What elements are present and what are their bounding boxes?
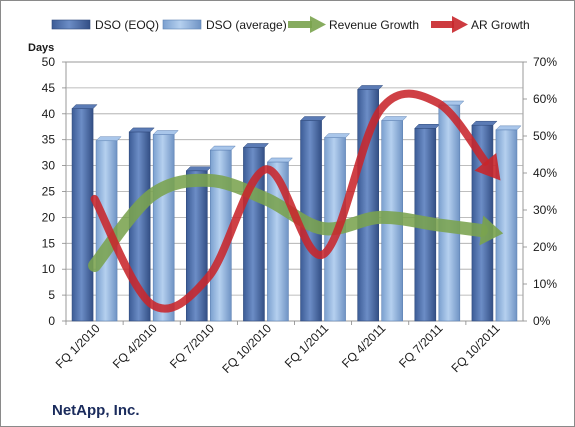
y-tick-label: 40 <box>42 107 56 121</box>
bar-top-dso-eoq <box>128 127 155 133</box>
bar-top-dso-eoq <box>414 124 441 129</box>
y2-tick-label: 20% <box>533 240 557 254</box>
x-tick-label: FQ 7/2011 <box>396 321 446 371</box>
y-tick-label: 50 <box>42 55 56 69</box>
y2-tick-label: 60% <box>533 92 557 106</box>
x-tick-label: FQ 10/2011 <box>448 321 502 375</box>
y2-axis-ticks: 0% 10% 20% 30% 40% 50% 60% 70% <box>523 55 557 328</box>
x-tick-label: FQ 1/2010 <box>53 321 103 371</box>
bar-top-dso-average <box>209 145 236 151</box>
bar-top-dso-eoq <box>357 85 384 90</box>
bar-top-dso-eoq <box>242 143 270 148</box>
bar-top-dso-average <box>266 157 294 163</box>
bar-dso-average <box>438 104 461 322</box>
x-tick-label: FQ 7/2010 <box>167 321 217 371</box>
y-axis-title: Days <box>28 42 54 54</box>
y2-tick-label: 0% <box>533 314 551 328</box>
legend-label-ar-growth: AR Growth <box>471 18 530 32</box>
y-tick-label: 20 <box>42 210 56 224</box>
y-tick-label: 45 <box>42 81 56 95</box>
x-tick-label: FQ 1/2011 <box>282 321 332 371</box>
legend-swatch-dso-average <box>162 19 202 30</box>
bar-top-dso-average <box>95 136 122 141</box>
bar-top-dso-average <box>495 125 522 131</box>
x-tick-label: FQ 4/2010 <box>110 321 160 371</box>
legend-label-revenue-growth: Revenue Growth <box>329 18 419 32</box>
y2-tick-label: 70% <box>533 55 557 69</box>
growth-arrows <box>88 89 504 313</box>
y-tick-label: 0 <box>48 314 55 328</box>
bar-top-dso-eoq <box>299 116 327 121</box>
arrow-head-revenue-growth <box>479 215 504 246</box>
legend-label-dso-eoq: DSO (EOQ) <box>95 18 159 32</box>
y-tick-label: 30 <box>42 159 56 173</box>
bar-dso-eoq <box>71 108 94 322</box>
arrow-line-revenue-growth <box>88 173 488 272</box>
arrow-line-ar-growth <box>90 89 490 313</box>
bar-top-dso-average <box>381 116 408 121</box>
legend-label-dso-average: DSO (average) <box>206 18 287 32</box>
arrow-head-ar-growth <box>474 152 501 181</box>
y-tick-label: 35 <box>42 133 56 147</box>
legend-arrow-revenue-growth <box>288 16 326 33</box>
y2-tick-label: 40% <box>533 166 557 180</box>
bar-top-dso-average <box>152 130 179 135</box>
bar-top-dso-average <box>323 133 351 138</box>
bar-top-dso-eoq <box>71 104 98 109</box>
bar-dso-average <box>495 129 518 322</box>
bar-top-dso-eoq <box>185 166 212 172</box>
x-tick-label: FQ 10/2010 <box>219 321 274 376</box>
legend: DSO (EOQ) DSO (average) Revenue Growth A… <box>51 16 530 33</box>
y-tick-label: 15 <box>42 236 56 250</box>
chart-caption: NetApp, Inc. <box>52 402 140 419</box>
y-tick-label: 25 <box>42 185 56 199</box>
bar-top-dso-eoq <box>471 120 498 126</box>
x-tick-label: FQ 4/2011 <box>339 321 389 371</box>
y-axis-ticks: 0 5 10 15 20 25 30 35 40 45 50 <box>42 55 66 328</box>
y-tick-label: 5 <box>48 288 55 302</box>
y-tick-label: 10 <box>42 262 56 276</box>
y2-tick-label: 30% <box>533 203 557 217</box>
y2-tick-label: 10% <box>533 277 557 291</box>
y2-tick-label: 50% <box>533 129 557 143</box>
legend-arrow-ar-growth <box>431 16 468 33</box>
legend-swatch-dso-eoq <box>51 19 91 30</box>
bar-dso-average <box>152 134 175 322</box>
x-axis-ticks: FQ 1/2010 FQ 4/2010 FQ 7/2010 FQ 10/2010 FQ … <box>53 321 503 376</box>
